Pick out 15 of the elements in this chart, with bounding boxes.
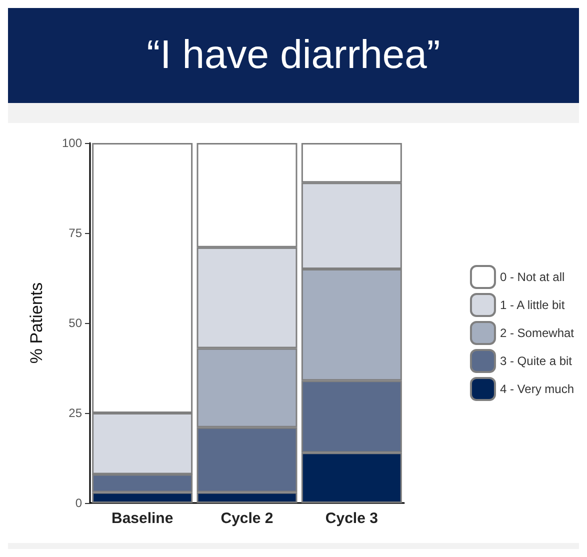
y-tick-label: 25 xyxy=(68,406,82,420)
y-tick-label: 75 xyxy=(68,226,82,240)
y-tick-label: 50 xyxy=(68,316,82,330)
x-tick-label: Baseline xyxy=(111,510,174,527)
x-tick-label: Cycle 2 xyxy=(220,510,274,527)
x-tick-label: Cycle 3 xyxy=(325,510,378,527)
legend-label: 2 - Somewhat xyxy=(500,326,575,340)
chart-title: “I have diarrhea” xyxy=(8,8,579,103)
y-tick-label: 100 xyxy=(62,136,82,150)
y-axis-title: % Patients xyxy=(27,282,46,364)
legend-label: 4 - Very much xyxy=(500,382,574,396)
legend-label: 3 - Quite a bit xyxy=(500,354,573,368)
legend-label: 0 - Not at all xyxy=(500,270,565,284)
legend-label: 1 - A little bit xyxy=(500,298,566,312)
y-tick-label: 0 xyxy=(75,496,82,510)
